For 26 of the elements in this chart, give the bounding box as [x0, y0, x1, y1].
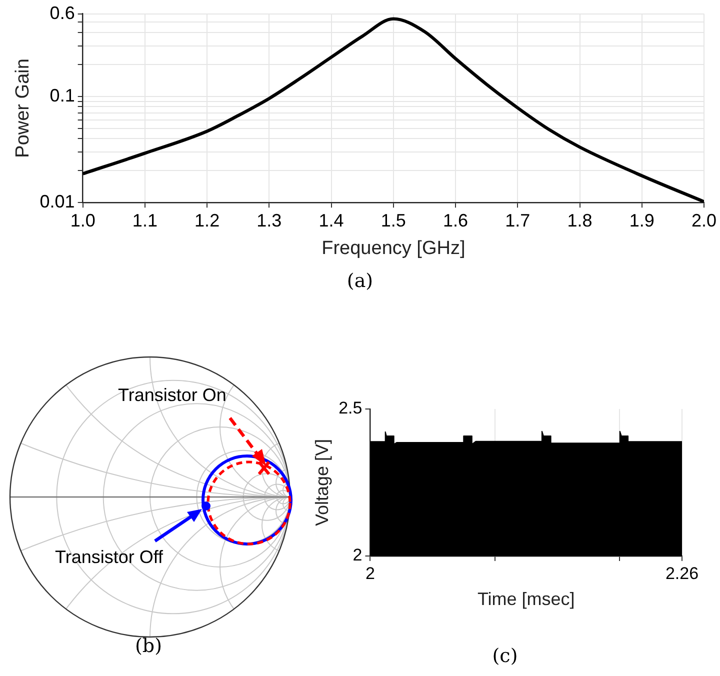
- x-tick-label: 1.7: [505, 210, 530, 230]
- y-tick-label: 2.5: [338, 398, 362, 418]
- text: (a): [346, 270, 374, 292]
- x-tick-label: 1.2: [194, 210, 220, 230]
- x-tick-label: 2.0: [691, 210, 717, 230]
- y-tick-label: 0.01: [40, 192, 75, 212]
- text: (b): [135, 635, 162, 657]
- line-series: [82, 17, 704, 203]
- y-axis-title: Voltage [V]: [312, 438, 332, 526]
- y-tick-label: 0.1: [50, 85, 75, 106]
- x-tick-label: 1.1: [132, 210, 158, 230]
- y-tick-label: 0.6: [50, 2, 75, 23]
- x-tick-label: 1.5: [380, 210, 406, 230]
- x-tick-label: 2.26: [665, 564, 699, 583]
- x-tick-label: 1.8: [567, 210, 592, 230]
- x-tick-label: 1.4: [318, 210, 344, 230]
- text: Transistor On: [118, 385, 226, 406]
- y-axis-title: Power Gain: [12, 58, 34, 158]
- x-tick-label: 1.6: [443, 210, 468, 230]
- text: (c): [491, 645, 519, 667]
- x-axis-title: Time [msec]: [477, 589, 575, 610]
- x-axis-title: Frequency [GHz]: [322, 238, 466, 259]
- x-tick-label: 1.0: [70, 210, 96, 230]
- x-tick-label: 1.3: [256, 210, 282, 230]
- x-tick-label: 1.9: [629, 210, 654, 230]
- text: Transistor Off: [55, 547, 164, 568]
